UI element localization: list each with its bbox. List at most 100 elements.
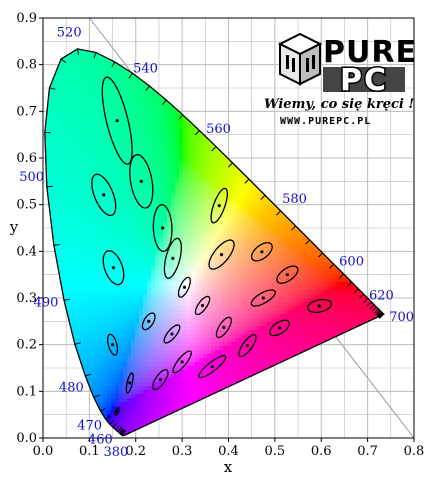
macadam-ellipse	[238, 334, 257, 358]
locus-tick	[376, 311, 382, 317]
ellipse-center-dot	[200, 303, 205, 308]
ellipse-center-dot	[171, 256, 175, 260]
purepc-watermark: PURE PC Wiemy, co się kręci ! WWW.PUREPC…	[264, 32, 417, 127]
y-axis-label: y	[9, 218, 19, 236]
ellipse-center-dot	[115, 119, 119, 123]
locus-tick	[109, 419, 115, 425]
locus-tick	[377, 312, 383, 318]
macadam-ellipse	[250, 242, 273, 262]
locus-tick	[260, 194, 266, 200]
macadam-ellipse	[114, 407, 121, 416]
locus-tick	[161, 99, 167, 105]
locus-tick	[93, 394, 100, 398]
locus-tick	[329, 263, 335, 269]
x-tick-label: 0.8	[404, 444, 425, 459]
x-tick-label: 0.1	[79, 444, 100, 459]
wavelength-label: 480	[59, 380, 84, 395]
locus-tick	[121, 430, 126, 436]
macadam-ellipse	[172, 350, 192, 374]
locus-tick	[112, 422, 118, 428]
ellipse-center-dot	[245, 344, 250, 348]
locus-tick	[339, 273, 344, 279]
macadam-ellipse	[198, 355, 227, 379]
ellipse-center-dot	[260, 250, 264, 254]
wavelength-label: 560	[206, 122, 231, 137]
ellipse-center-dot	[128, 381, 132, 385]
x-tick-label: 0.6	[311, 444, 332, 459]
logo-word-pc: PC	[340, 63, 388, 98]
wavelength-label: 620	[369, 288, 394, 303]
locus-tick	[178, 114, 184, 120]
locus-tick	[115, 424, 120, 431]
ellipse-center-dot	[102, 193, 106, 197]
locus-tick	[120, 429, 125, 435]
ellipse-center-dot	[222, 325, 226, 329]
locus-tick	[120, 429, 126, 436]
x-tick-label: 0.7	[357, 444, 378, 459]
wavelength-label: 470	[77, 418, 102, 433]
ellipse-center-dot	[158, 378, 162, 382]
locus-tick	[373, 308, 379, 314]
locus-tick	[85, 373, 92, 377]
wavelength-label: 520	[57, 26, 82, 41]
x-tick-label: 0.3	[172, 444, 193, 459]
y-tick-label: 0.2	[16, 338, 37, 353]
locus-tick	[117, 426, 123, 432]
x-axis-label: x	[224, 458, 233, 476]
ellipse-center-dot	[147, 319, 151, 323]
y-tick-label: 0.8	[16, 58, 37, 73]
ellipse-center-dot	[261, 296, 265, 300]
locus-tick	[375, 309, 381, 315]
x-axis-ticks: 0.0 0.1 0.2 0.3 0.4 0.5 0.6 0.7 0.8	[33, 438, 425, 459]
macadam-ellipse	[107, 333, 119, 356]
macadam-ellipse	[163, 324, 181, 344]
ellipse-center-dot	[180, 360, 184, 364]
logo-word-pure: PURE	[323, 35, 417, 70]
y-tick-label: 0.4	[16, 244, 37, 259]
logo-slogan: Wiemy, co się kręci !	[264, 97, 414, 112]
macadam-ellipse	[210, 187, 228, 224]
macadam-ellipse	[101, 76, 133, 165]
locus-tick	[118, 428, 124, 434]
ellipse-center-dot	[170, 332, 174, 336]
spectral-locus-ticks	[44, 48, 385, 436]
locus-tick	[305, 239, 311, 245]
wavelength-label: 490	[34, 296, 59, 311]
locus-tick	[366, 301, 372, 307]
ellipse-center-dot	[115, 409, 119, 413]
locus-tick	[111, 61, 116, 68]
ellipse-center-dot	[111, 266, 116, 270]
wavelength-label: 460	[88, 432, 113, 447]
ellipse-center-dot	[317, 304, 321, 308]
ellipse-center-dot	[110, 343, 115, 347]
ellipse-center-dot	[161, 226, 165, 230]
macadam-ellipse	[91, 173, 117, 217]
wavelength-label: 500	[19, 170, 44, 185]
locus-tick	[60, 58, 67, 63]
locus-tick	[227, 162, 233, 168]
locus-tick	[105, 415, 112, 420]
macadam-ellipse	[141, 312, 156, 331]
locus-tick	[194, 130, 200, 136]
logo-pc-band	[323, 67, 405, 92]
y-tick-label: 0.1	[16, 384, 37, 399]
y-tick-label: 0.5	[16, 198, 37, 213]
locus-tick	[53, 244, 60, 246]
locus-tick	[211, 146, 217, 152]
wavelength-label: 540	[133, 62, 158, 77]
x-tick-label: 0.0	[33, 444, 54, 459]
locus-tick	[376, 310, 382, 316]
y-tick-label: 0.6	[16, 151, 37, 166]
locus-tick	[63, 298, 71, 301]
x-tick-label: 0.4	[218, 444, 239, 459]
locus-tick	[100, 407, 107, 412]
locus-tick	[347, 281, 353, 287]
wavelength-label: 700	[389, 310, 414, 325]
locus-tick	[379, 313, 385, 319]
locus-tick	[76, 48, 80, 55]
locus-tick	[145, 85, 150, 92]
locus-tick	[363, 297, 369, 303]
macadam-ellipse	[125, 372, 134, 394]
